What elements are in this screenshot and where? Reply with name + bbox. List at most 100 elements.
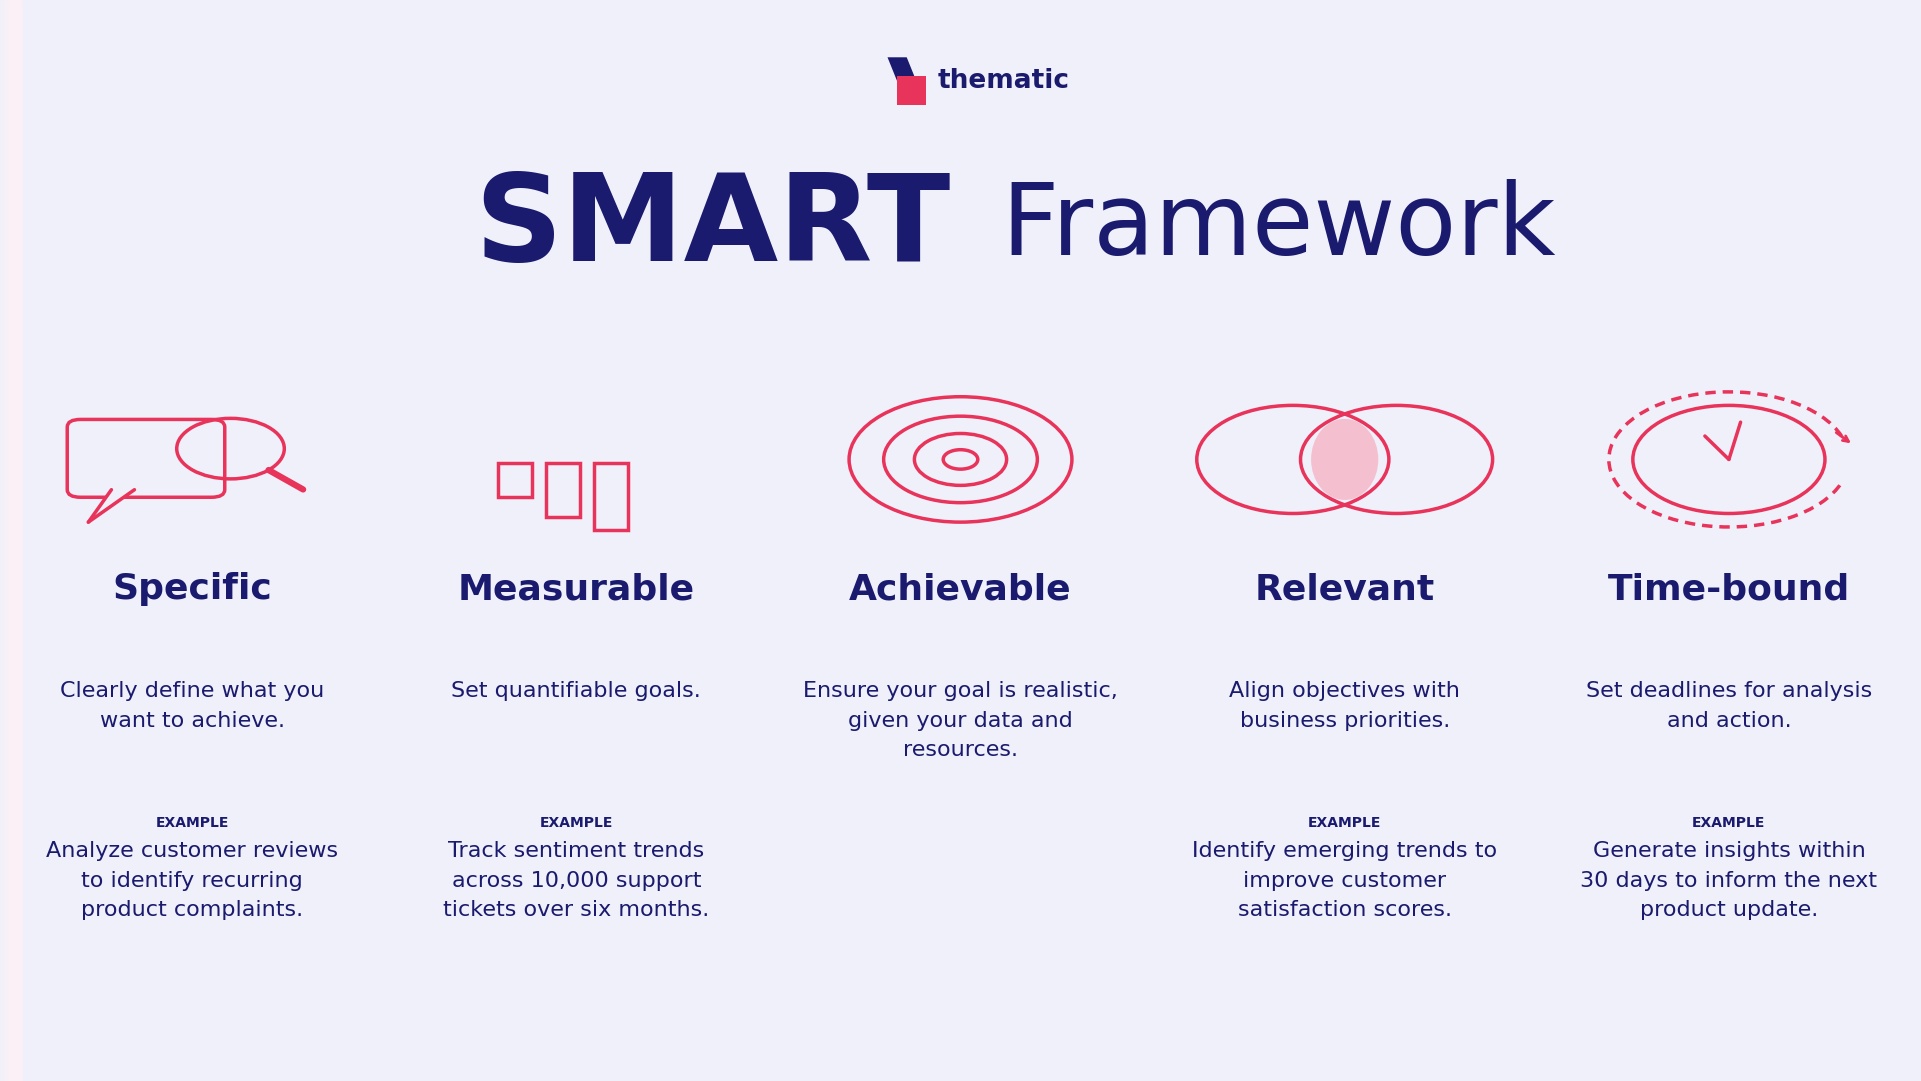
- Bar: [8, 0, 19, 1081]
- Bar: [498, 463, 532, 497]
- Bar: [4, 0, 15, 1081]
- Bar: [4, 0, 15, 1081]
- Bar: [6, 0, 17, 1081]
- Bar: [6, 0, 17, 1081]
- Bar: [6, 0, 17, 1081]
- Bar: [8, 0, 19, 1081]
- Bar: [0, 0, 12, 1081]
- Bar: [4, 0, 15, 1081]
- Bar: [2, 0, 13, 1081]
- Bar: [2, 0, 13, 1081]
- Bar: [10, 0, 21, 1081]
- Bar: [4, 0, 15, 1081]
- Bar: [4, 0, 15, 1081]
- Text: Ensure your goal is realistic,
given your data and
resources.: Ensure your goal is realistic, given you…: [803, 681, 1118, 760]
- Bar: [8, 0, 19, 1081]
- Text: Measurable: Measurable: [457, 572, 695, 606]
- Bar: [6, 0, 17, 1081]
- Bar: [8, 0, 19, 1081]
- Bar: [6, 0, 17, 1081]
- Text: thematic: thematic: [937, 68, 1070, 94]
- Bar: [10, 0, 19, 1081]
- Text: EXAMPLE: EXAMPLE: [540, 816, 613, 830]
- Bar: [10, 0, 21, 1081]
- Bar: [4, 0, 15, 1081]
- Bar: [2, 0, 13, 1081]
- Bar: [6, 0, 17, 1081]
- Bar: [6, 0, 17, 1081]
- Bar: [2, 0, 13, 1081]
- Bar: [8, 0, 19, 1081]
- Bar: [8, 0, 19, 1081]
- Bar: [4, 0, 15, 1081]
- Bar: [10, 0, 21, 1081]
- Polygon shape: [897, 76, 926, 105]
- Bar: [0, 0, 12, 1081]
- Bar: [6, 0, 17, 1081]
- Bar: [6, 0, 17, 1081]
- Bar: [2, 0, 13, 1081]
- Bar: [6, 0, 17, 1081]
- Bar: [6, 0, 17, 1081]
- Bar: [594, 463, 628, 530]
- Bar: [4, 0, 15, 1081]
- Bar: [8, 0, 19, 1081]
- Bar: [10, 0, 21, 1081]
- Bar: [6, 0, 17, 1081]
- Bar: [8, 0, 19, 1081]
- Bar: [4, 0, 15, 1081]
- Text: EXAMPLE: EXAMPLE: [1692, 816, 1765, 830]
- Bar: [4, 0, 15, 1081]
- Text: Set quantifiable goals.: Set quantifiable goals.: [451, 681, 701, 702]
- Bar: [8, 0, 19, 1081]
- Bar: [8, 0, 19, 1081]
- Bar: [0, 0, 12, 1081]
- Bar: [8, 0, 19, 1081]
- Bar: [4, 0, 15, 1081]
- Text: Framework: Framework: [970, 178, 1556, 276]
- Bar: [8, 0, 19, 1081]
- Bar: [0, 0, 12, 1081]
- Bar: [4, 0, 15, 1081]
- Bar: [0, 0, 12, 1081]
- Bar: [6, 0, 17, 1081]
- Bar: [4, 0, 15, 1081]
- Bar: [2, 0, 13, 1081]
- Bar: [2, 0, 13, 1081]
- Bar: [6, 0, 17, 1081]
- Bar: [2, 0, 13, 1081]
- Bar: [10, 0, 21, 1081]
- Bar: [4, 0, 15, 1081]
- Bar: [8, 0, 19, 1081]
- Bar: [2, 0, 13, 1081]
- Bar: [6, 0, 17, 1081]
- Bar: [6, 0, 17, 1081]
- Bar: [4, 0, 15, 1081]
- Bar: [4, 0, 15, 1081]
- Bar: [4, 0, 15, 1081]
- Bar: [8, 0, 19, 1081]
- Bar: [10, 0, 21, 1081]
- Bar: [8, 0, 19, 1081]
- Bar: [0, 0, 12, 1081]
- Bar: [10, 0, 21, 1081]
- Bar: [0, 0, 12, 1081]
- Bar: [8, 0, 19, 1081]
- Bar: [6, 0, 17, 1081]
- Bar: [2, 0, 13, 1081]
- Bar: [6, 0, 17, 1081]
- Bar: [8, 0, 19, 1081]
- Bar: [8, 0, 19, 1081]
- Ellipse shape: [1310, 419, 1379, 499]
- Bar: [8, 0, 19, 1081]
- Polygon shape: [888, 57, 926, 105]
- Bar: [2, 0, 13, 1081]
- Text: Analyze customer reviews
to identify recurring
product complaints.: Analyze customer reviews to identify rec…: [46, 841, 338, 920]
- Bar: [0, 0, 12, 1081]
- Bar: [10, 0, 21, 1081]
- Bar: [8, 0, 19, 1081]
- Bar: [10, 0, 21, 1081]
- Bar: [2, 0, 13, 1081]
- Bar: [2, 0, 13, 1081]
- Bar: [0, 0, 12, 1081]
